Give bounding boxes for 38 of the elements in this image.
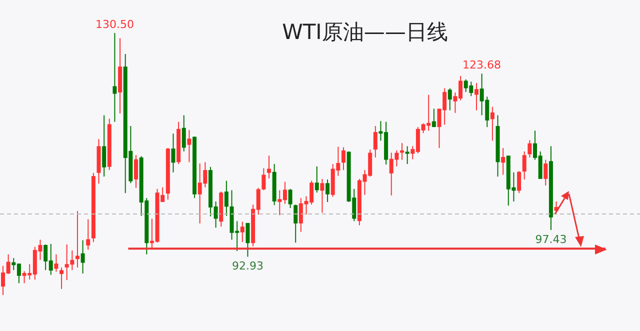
candlestick <box>134 154 138 188</box>
candlestick <box>501 148 506 176</box>
candlestick <box>517 170 522 194</box>
candlestick <box>432 108 436 128</box>
candlestick <box>182 114 186 152</box>
candlestick <box>112 32 117 122</box>
candlestick <box>80 240 85 274</box>
candlestick <box>294 204 298 244</box>
candlestick <box>314 166 319 194</box>
chart-title: WTI原油——日线 <box>281 19 449 46</box>
candlestick <box>544 159 548 186</box>
candlestick <box>224 180 228 216</box>
candlestick <box>240 221 244 243</box>
annotation: 97.43 <box>535 233 567 246</box>
candlestick <box>171 133 176 173</box>
candlestick <box>54 254 58 272</box>
candlestick <box>187 129 192 163</box>
candlestick <box>490 106 494 142</box>
candlestick <box>448 88 452 111</box>
annotation: 92.93 <box>232 260 264 273</box>
candlestick <box>246 222 250 258</box>
candlestick <box>288 188 292 209</box>
candlestick <box>528 140 532 158</box>
candlestick <box>102 114 106 178</box>
candlestick <box>86 218 90 250</box>
candlestick <box>400 142 404 160</box>
candlestick <box>405 146 410 164</box>
candlestick <box>267 155 271 179</box>
candlestick <box>522 150 526 180</box>
candlestick <box>326 178 330 202</box>
candlestick <box>373 126 378 158</box>
candlestick <box>320 178 324 214</box>
annotation: 123.68 <box>462 58 502 72</box>
candlestick <box>75 210 80 268</box>
candlestick <box>474 82 478 111</box>
candlestick <box>341 146 346 171</box>
annotation: 130.50 <box>95 18 134 31</box>
candlestick <box>60 266 64 290</box>
